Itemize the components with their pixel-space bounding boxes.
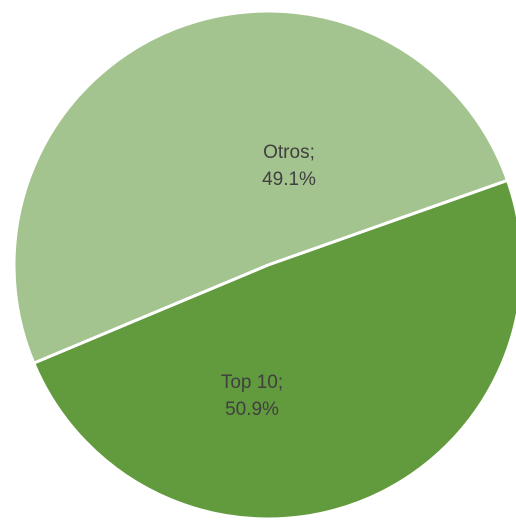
pie-slice-otros: [32, 178, 516, 520]
labels-layer: Otros; 49.1% Top 10; 50.9%: [221, 142, 316, 420]
slices-layer: [12, 9, 516, 520]
data-label-percent: 50.9%: [225, 399, 279, 420]
data-label-percent: 49.1%: [262, 169, 316, 190]
data-label-name: Top 10;: [221, 372, 283, 393]
data-label-otros: Otros; 49.1%: [262, 142, 316, 190]
pie-slice-top-10: [12, 9, 509, 365]
data-label-name: Otros;: [263, 142, 315, 163]
data-label-top-10: Top 10; 50.9%: [221, 372, 283, 420]
